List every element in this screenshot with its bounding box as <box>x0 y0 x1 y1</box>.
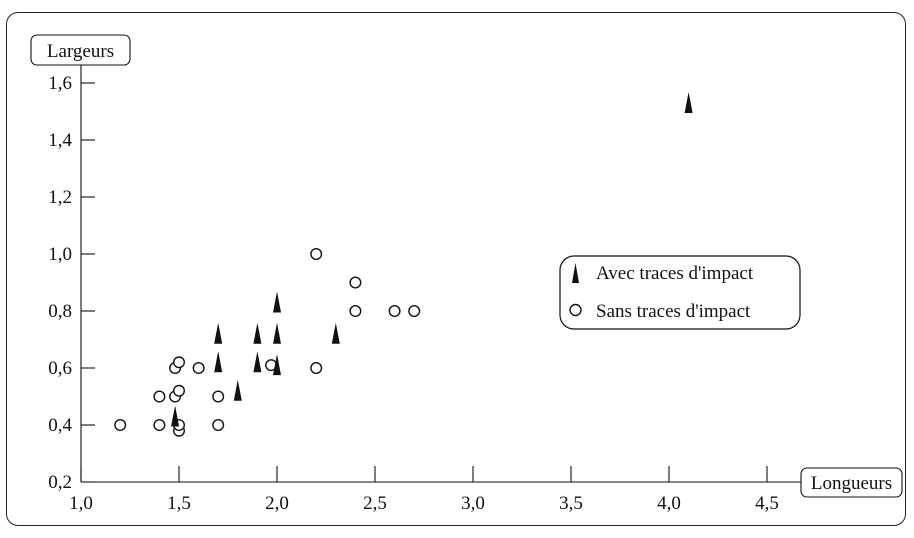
y-tick-label: 1,4 <box>48 130 72 151</box>
y-tick-label: 0,4 <box>48 415 72 436</box>
x-tick-label: 3,0 <box>461 493 485 514</box>
x-axis-title-text: Longueurs <box>811 473 892 494</box>
point-avec-traces <box>233 379 242 401</box>
legend: Avec traces d'impact Sans traces d'impac… <box>559 255 801 330</box>
x-ticks: 1,0 1,5 2,0 2,5 3,0 3,5 4,0 4,5 <box>69 466 779 514</box>
point-sans-traces <box>212 419 225 432</box>
x-axis-title-box <box>800 467 903 498</box>
point-sans-traces <box>310 247 323 260</box>
point-avec-traces <box>331 322 340 344</box>
y-tick-label: 0,2 <box>48 472 72 493</box>
x-axis-title: Longueurs <box>800 467 903 498</box>
x-tick-label: 4,5 <box>755 493 779 514</box>
point-sans-traces <box>192 362 205 375</box>
y-tick-label: 0,6 <box>48 358 72 379</box>
point-sans-traces <box>153 419 166 432</box>
legend-circle-icon <box>569 303 582 317</box>
x-tick-label: 3,5 <box>559 493 583 514</box>
point-sans-traces <box>114 419 127 432</box>
y-tick-label: 1,6 <box>48 73 72 94</box>
point-sans-traces <box>153 390 166 403</box>
x-tick-label: 1,0 <box>69 493 93 514</box>
legend-box <box>559 255 801 330</box>
data-marks <box>114 91 693 437</box>
legend-label-without-impact: Sans traces d'impact <box>596 301 751 322</box>
legend-triangle-icon <box>572 263 579 283</box>
y-axis-title-text: Largeurs <box>47 41 114 62</box>
point-avec-traces <box>214 351 223 373</box>
point-avec-traces <box>214 322 223 344</box>
point-avec-traces <box>273 291 281 313</box>
point-avec-traces <box>273 322 281 344</box>
y-axis-title: Largeurs <box>30 34 131 66</box>
y-ticks: 0,2 0,4 0,6 0,8 1,0 1,2 1,4 1,6 <box>48 73 95 493</box>
point-avec-traces <box>273 354 281 376</box>
y-tick-label: 1,0 <box>48 244 72 265</box>
point-sans-traces <box>349 276 362 289</box>
x-tick-label: 4,0 <box>657 493 681 514</box>
point-sans-traces <box>388 305 401 318</box>
point-avec-traces <box>171 405 180 427</box>
point-sans-traces <box>172 384 185 397</box>
y-tick-label: 1,2 <box>48 187 72 208</box>
point-sans-traces <box>212 390 225 403</box>
x-tick-label: 2,5 <box>363 493 387 514</box>
y-axis-title-box <box>30 34 131 66</box>
point-avec-traces <box>253 351 262 373</box>
point-sans-traces <box>349 305 362 318</box>
legend-label-with-impact: Avec traces d'impact <box>596 263 754 284</box>
point-sans-traces <box>408 305 421 318</box>
point-sans-traces <box>310 362 323 375</box>
point-sans-traces <box>172 356 185 369</box>
axes <box>80 65 801 483</box>
point-avec-traces <box>684 91 693 113</box>
point-avec-traces <box>253 322 262 344</box>
y-tick-label: 0,8 <box>48 301 72 322</box>
x-tick-label: 1,5 <box>167 493 191 514</box>
x-tick-label: 2,0 <box>265 493 289 514</box>
